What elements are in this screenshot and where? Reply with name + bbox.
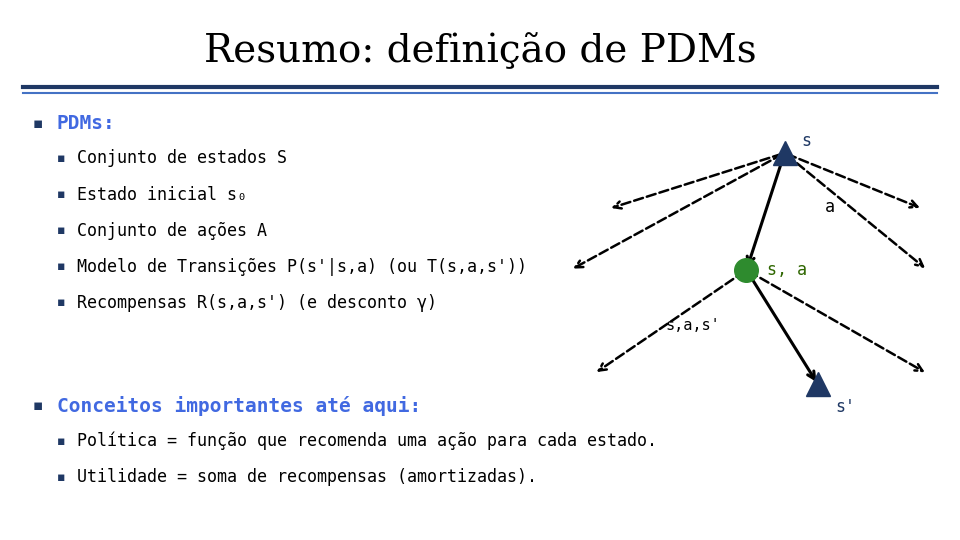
Text: ▪: ▪	[57, 471, 65, 484]
Text: ▪: ▪	[57, 188, 65, 201]
Text: Conjunto de ações A: Conjunto de ações A	[78, 221, 268, 240]
Text: Estado inicial s₀: Estado inicial s₀	[78, 186, 248, 204]
Text: a: a	[825, 198, 834, 216]
Text: s: s	[802, 132, 811, 150]
Text: s': s'	[835, 397, 855, 416]
Text: ▪: ▪	[57, 296, 65, 309]
Text: ▪: ▪	[57, 260, 65, 273]
Text: ▪: ▪	[57, 224, 65, 237]
Text: Política = função que recomenda uma ação para cada estado.: Política = função que recomenda uma ação…	[78, 432, 658, 450]
Text: ▪: ▪	[33, 116, 43, 131]
Text: Conjunto de estados S: Conjunto de estados S	[78, 150, 287, 167]
Text: ▪: ▪	[57, 152, 65, 165]
Text: s, a: s, a	[767, 261, 807, 279]
Text: Modelo de Transições P(s'|s,a) (ou T(s,a,s')): Modelo de Transições P(s'|s,a) (ou T(s,a…	[78, 258, 527, 276]
Text: Resumo: definição de PDMs: Resumo: definição de PDMs	[204, 33, 756, 70]
Text: Recompensas R(s,a,s') (e desconto γ): Recompensas R(s,a,s') (e desconto γ)	[78, 294, 438, 312]
Text: ▪: ▪	[33, 398, 43, 413]
Text: Conceitos importantes até aqui:: Conceitos importantes até aqui:	[57, 396, 420, 416]
Text: PDMs:: PDMs:	[57, 114, 115, 133]
Text: Utilidade = soma de recompensas (amortizadas).: Utilidade = soma de recompensas (amortiz…	[78, 468, 538, 487]
Text: s,a,s': s,a,s'	[665, 318, 720, 333]
Text: ▪: ▪	[57, 435, 65, 448]
